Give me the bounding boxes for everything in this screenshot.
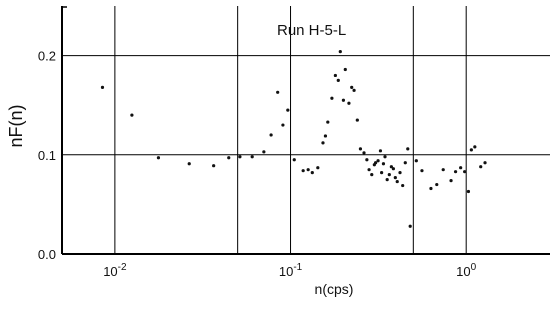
data-point-42: [383, 155, 387, 159]
data-point-9: [269, 133, 273, 137]
data-point-67: [483, 161, 487, 165]
data-point-64: [469, 148, 473, 152]
data-point-12: [286, 108, 290, 112]
data-point-35: [370, 173, 374, 177]
y-tick-label-0: 0.0: [38, 247, 56, 262]
data-point-53: [408, 224, 412, 228]
data-point-13: [292, 158, 296, 162]
data-point-0: [100, 85, 105, 89]
data-point-45: [389, 165, 393, 169]
data-point-24: [338, 50, 342, 54]
data-point-31: [358, 147, 363, 151]
data-point-27: [347, 101, 351, 105]
data-point-23: [336, 78, 340, 82]
data-point-47: [393, 176, 397, 180]
y-tick-labels: 0.0 0.1 0.2: [38, 49, 56, 262]
y-axis-label: nF(n): [6, 104, 26, 147]
data-point-16: [310, 171, 314, 175]
data-point-21: [330, 96, 334, 100]
data-points: [100, 50, 487, 228]
data-point-14: [301, 169, 305, 173]
data-point-40: [380, 171, 384, 175]
data-point-55: [420, 169, 424, 173]
data-point-39: [378, 149, 383, 153]
data-point-26: [343, 67, 347, 72]
data-point-4: [212, 164, 216, 168]
data-point-58: [441, 168, 445, 172]
data-point-50: [401, 183, 405, 188]
run-annotation: Run H-5-L: [277, 22, 346, 39]
data-point-33: [365, 158, 369, 162]
data-point-5: [227, 156, 231, 160]
data-point-54: [414, 159, 418, 163]
data-point-19: [323, 134, 328, 138]
data-point-15: [306, 168, 310, 172]
data-point-32: [362, 151, 366, 155]
data-point-3: [187, 162, 191, 166]
data-point-1: [130, 113, 134, 117]
x-tick-label-2: 100: [456, 262, 476, 279]
data-point-2: [156, 156, 161, 160]
data-point-18: [321, 141, 325, 145]
data-point-22: [333, 73, 337, 78]
data-point-51: [403, 161, 407, 165]
data-point-65: [473, 145, 477, 149]
data-point-8: [262, 150, 266, 154]
data-point-17: [316, 166, 320, 170]
data-point-49: [398, 171, 402, 175]
data-point-59: [449, 178, 453, 183]
data-point-57: [435, 182, 439, 187]
grid-lines: [62, 6, 550, 254]
x-axis-label: n(cps): [315, 281, 354, 297]
data-point-11: [281, 123, 285, 127]
data-point-52: [406, 147, 410, 151]
x-tick-labels: 10-2 10-1 100: [103, 262, 476, 279]
data-point-63: [466, 189, 471, 194]
data-point-6: [238, 155, 242, 159]
data-point-10: [276, 90, 280, 94]
data-point-46: [391, 167, 395, 171]
data-point-48: [395, 179, 399, 184]
data-point-25: [341, 98, 346, 102]
x-tick-label-0: 10-2: [103, 262, 127, 279]
data-point-7: [250, 155, 254, 159]
x-tick-label-1: 10-1: [279, 262, 303, 279]
data-point-44: [387, 173, 391, 177]
data-point-29: [352, 88, 356, 92]
data-point-28: [350, 85, 354, 89]
y-tick-label-1: 0.1: [38, 148, 56, 163]
y-tick-label-2: 0.2: [38, 49, 56, 64]
axes: [61, 6, 550, 255]
data-point-41: [381, 162, 386, 166]
data-point-43: [385, 178, 389, 182]
data-point-38: [376, 159, 380, 163]
data-point-60: [453, 170, 458, 174]
data-point-61: [459, 166, 463, 170]
data-point-30: [355, 118, 359, 122]
data-point-62: [463, 170, 467, 174]
data-point-34: [367, 168, 371, 172]
data-point-37: [374, 161, 378, 165]
data-point-56: [429, 186, 433, 191]
data-point-66: [479, 165, 483, 169]
data-point-20: [326, 120, 330, 124]
